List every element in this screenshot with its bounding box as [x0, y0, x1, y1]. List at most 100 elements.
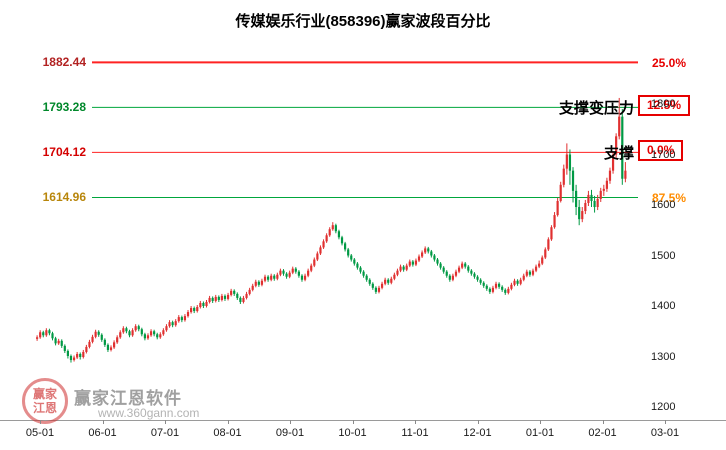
candle-body: [624, 170, 627, 179]
candle-body: [233, 290, 236, 294]
candle-body: [461, 263, 464, 268]
y-axis-tick-label: 1200: [651, 401, 676, 413]
candle-body: [584, 202, 587, 212]
candle-body: [421, 252, 424, 257]
candle-body: [60, 340, 63, 346]
candle-body: [183, 316, 187, 321]
percent-level-label: 25.0%: [652, 56, 687, 70]
candle-body: [479, 279, 482, 283]
candle-body: [442, 267, 445, 272]
candle-body: [596, 198, 599, 208]
price-level-label: 1882.44: [42, 55, 86, 69]
candle-body: [91, 336, 94, 342]
candle-body: [550, 227, 553, 240]
candle-body: [380, 283, 384, 288]
candle-body: [270, 275, 273, 280]
candle-body: [587, 194, 590, 203]
x-axis-tick-mark: [102, 420, 104, 424]
candle-body: [134, 326, 137, 331]
candle-body: [470, 270, 473, 274]
candle-body: [581, 211, 584, 220]
candle-body: [122, 328, 125, 333]
candle-body: [578, 207, 581, 220]
candle-body: [414, 260, 418, 265]
candle-body: [411, 261, 414, 265]
candle-body: [525, 271, 528, 276]
chart-title: 传媒娱乐行业(858396)赢家波段百分比: [235, 13, 491, 30]
candle-body: [48, 330, 51, 334]
candle-body: [288, 272, 291, 277]
candle-body: [85, 346, 88, 352]
candle-body: [621, 116, 624, 179]
candle-body: [313, 259, 316, 266]
candle-body: [36, 337, 39, 339]
candle-body: [368, 279, 371, 284]
candle-body: [365, 275, 368, 280]
candle-body: [399, 266, 402, 271]
candle-body: [467, 266, 470, 271]
candle-body: [374, 287, 377, 292]
x-axis-tick-mark: [352, 420, 354, 424]
candle-body: [602, 188, 605, 191]
x-axis-tick-label: 06-01: [88, 427, 117, 439]
candle-body: [180, 317, 183, 321]
candle-body: [282, 270, 285, 274]
candle-body: [538, 263, 541, 267]
x-axis-tick-mark: [665, 420, 666, 424]
x-axis-tick-mark: [477, 420, 479, 424]
candle-body: [217, 296, 220, 300]
candle-body: [316, 253, 319, 260]
candle-body: [319, 247, 322, 254]
candle-body: [226, 294, 230, 299]
candle-body: [556, 200, 559, 216]
candle-body: [454, 271, 458, 276]
candle-body: [156, 334, 159, 338]
x-axis-tick-label: 09-01: [275, 427, 305, 439]
candle-body: [162, 330, 165, 335]
x-axis-tick-label: 10-01: [338, 427, 367, 439]
candle-body: [377, 287, 381, 292]
candle-body: [267, 276, 270, 280]
candle-body: [522, 275, 525, 280]
candle-body: [504, 289, 507, 293]
candle-body: [54, 338, 57, 344]
candle-body: [340, 237, 344, 244]
x-axis-tick-mark: [227, 420, 229, 424]
candle-body: [510, 284, 513, 289]
candle-body: [196, 307, 199, 312]
candle-body: [177, 317, 180, 322]
candle-body: [565, 154, 568, 169]
x-axis-tick-mark: [602, 420, 604, 424]
price-level-label: 1704.12: [42, 145, 86, 159]
candle-body: [534, 266, 538, 271]
candle-body: [143, 334, 146, 339]
candle-body: [279, 270, 282, 275]
candle-body: [498, 283, 501, 287]
brand-logo-text: 赢家江恩: [32, 386, 57, 415]
candle-body: [257, 281, 260, 285]
candle-body: [501, 286, 504, 290]
annotation-support: 支撑: [603, 145, 634, 162]
candle-body: [417, 256, 421, 261]
candle-body: [488, 288, 491, 292]
candle-body: [547, 239, 550, 250]
candle-body: [553, 215, 556, 228]
candle-body: [427, 248, 430, 252]
candle-body: [276, 274, 279, 279]
candle-body: [448, 275, 451, 280]
candle-body: [140, 329, 143, 335]
candle-body: [344, 243, 347, 250]
candle-body: [51, 333, 54, 339]
candle-body: [593, 200, 596, 208]
candle-body: [116, 337, 119, 343]
candle-body: [159, 334, 162, 338]
candle-body: [436, 259, 439, 264]
candle-body: [106, 344, 110, 350]
brand-logo-icon: 赢家江恩: [22, 378, 68, 424]
candle-body: [208, 297, 211, 302]
x-axis-tick-mark: [290, 420, 291, 424]
candle-body: [611, 154, 615, 171]
candle-body: [254, 281, 257, 286]
candle-body: [300, 275, 304, 280]
